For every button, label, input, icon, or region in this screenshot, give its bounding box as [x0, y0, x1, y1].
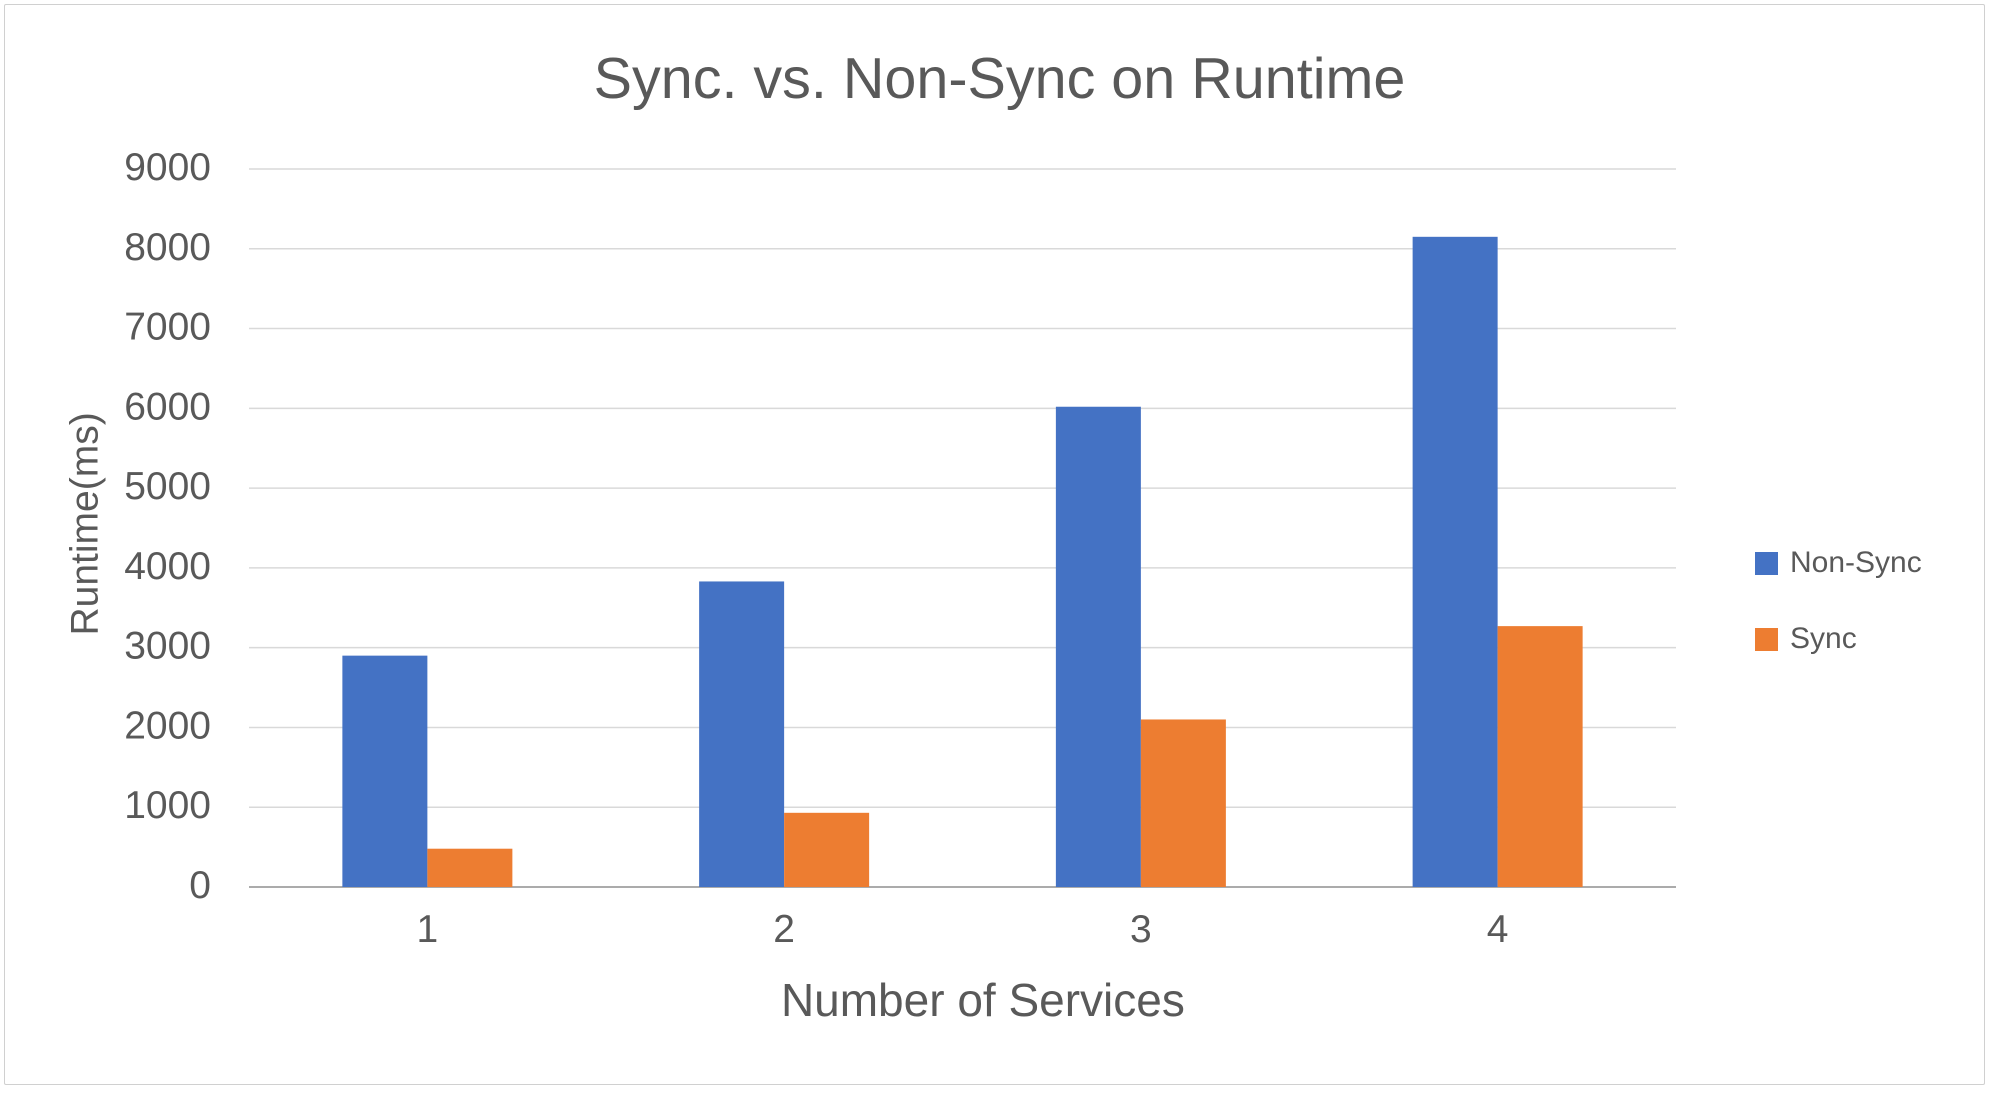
- svg-text:4: 4: [1487, 908, 1509, 951]
- svg-text:2: 2: [773, 908, 795, 951]
- svg-text:2000: 2000: [124, 704, 211, 747]
- svg-text:3000: 3000: [124, 625, 211, 668]
- svg-text:8000: 8000: [124, 226, 211, 269]
- svg-text:1: 1: [417, 908, 439, 951]
- svg-text:1000: 1000: [124, 784, 211, 827]
- svg-text:9000: 9000: [124, 146, 211, 189]
- svg-text:7000: 7000: [124, 306, 211, 349]
- svg-text:6000: 6000: [124, 385, 211, 428]
- svg-text:3: 3: [1130, 908, 1152, 951]
- svg-text:5000: 5000: [124, 465, 211, 508]
- svg-text:0: 0: [189, 864, 211, 907]
- svg-text:4000: 4000: [124, 545, 211, 588]
